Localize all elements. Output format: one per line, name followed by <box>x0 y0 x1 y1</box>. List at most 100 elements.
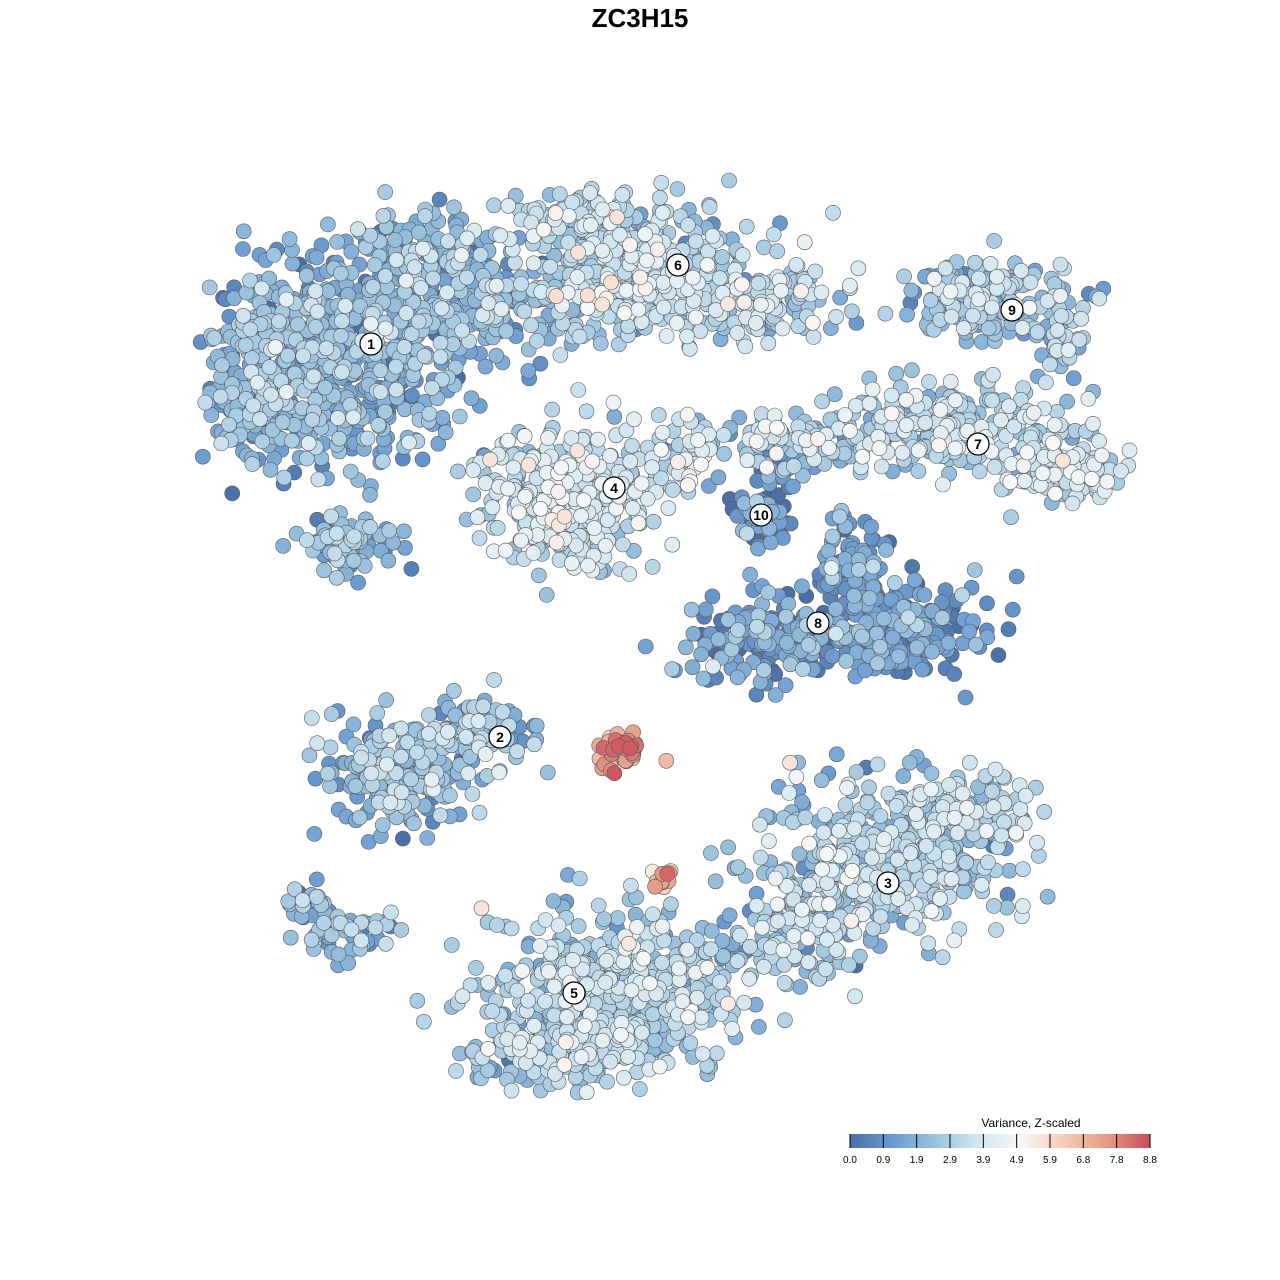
data-point <box>1022 274 1039 291</box>
data-point <box>244 350 260 366</box>
data-point <box>785 891 802 908</box>
data-point <box>351 809 368 826</box>
data-point <box>695 670 712 687</box>
data-point <box>910 463 927 479</box>
data-point <box>403 326 420 342</box>
data-point <box>434 409 451 426</box>
data-point <box>674 993 691 1010</box>
data-point <box>739 525 755 542</box>
data-point <box>760 335 777 352</box>
data-point <box>308 889 325 905</box>
data-point <box>332 265 349 282</box>
data-point <box>769 243 786 259</box>
data-point <box>663 896 679 913</box>
data-point <box>459 269 475 286</box>
data-point <box>464 786 481 802</box>
data-point <box>329 234 346 250</box>
data-point <box>440 233 456 250</box>
data-point <box>917 414 934 431</box>
data-point <box>984 783 1001 800</box>
data-point <box>863 518 879 535</box>
data-point <box>857 662 873 679</box>
data-point <box>377 184 394 200</box>
data-point <box>326 545 343 562</box>
data-point <box>414 240 431 257</box>
data-point <box>409 744 425 761</box>
data-point <box>846 820 863 837</box>
data-point <box>795 661 811 677</box>
data-point <box>888 798 905 814</box>
data-point <box>653 175 670 191</box>
data-point <box>489 520 506 536</box>
data-point <box>544 401 561 418</box>
data-point <box>489 917 505 933</box>
data-point <box>509 743 525 760</box>
data-point <box>570 918 587 934</box>
data-point <box>450 463 466 480</box>
data-point <box>779 635 795 651</box>
data-point <box>359 430 376 447</box>
data-point <box>224 485 240 502</box>
data-point <box>328 569 345 586</box>
data-point <box>306 826 323 842</box>
data-point <box>388 381 405 398</box>
data-point <box>720 839 736 856</box>
data-point <box>958 854 974 871</box>
data-point <box>213 435 230 452</box>
data-point <box>815 824 832 841</box>
data-point <box>590 897 607 914</box>
data-point <box>289 316 306 333</box>
data-point <box>410 313 427 330</box>
data-point <box>993 827 1010 844</box>
data-point <box>973 876 990 893</box>
data-point <box>417 208 433 224</box>
data-point <box>841 277 858 294</box>
data-point <box>363 765 380 782</box>
data-point <box>854 835 871 852</box>
data-point <box>693 1009 710 1026</box>
data-point <box>894 444 911 461</box>
data-point <box>477 475 494 491</box>
data-point <box>393 784 410 801</box>
data-point <box>624 437 640 454</box>
data-point <box>551 186 568 202</box>
data-point <box>965 307 981 324</box>
data-point <box>731 409 748 426</box>
data-point <box>694 1046 711 1062</box>
data-point <box>552 347 569 363</box>
data-point <box>379 756 395 773</box>
data-point <box>940 848 957 865</box>
data-point <box>957 689 974 706</box>
data-point <box>323 706 340 722</box>
data-point <box>470 713 487 729</box>
data-point <box>511 1034 528 1051</box>
data-point <box>505 459 522 476</box>
data-point <box>509 982 526 999</box>
data-point <box>954 587 970 604</box>
data-point <box>707 873 724 890</box>
data-point <box>730 859 746 876</box>
data-point <box>334 364 350 380</box>
data-point <box>800 637 817 653</box>
data-point <box>543 945 559 962</box>
data-point <box>817 807 833 823</box>
data-point <box>537 993 553 1010</box>
data-point <box>984 392 1001 409</box>
data-point <box>875 610 892 627</box>
data-point <box>307 319 324 335</box>
data-point <box>345 716 362 733</box>
data-point <box>212 388 229 405</box>
data-point <box>838 653 855 669</box>
data-point <box>644 459 660 476</box>
data-point <box>316 562 332 579</box>
data-point <box>801 877 818 893</box>
data-point <box>769 913 786 930</box>
data-point <box>406 259 423 276</box>
data-point <box>602 448 618 464</box>
data-point <box>330 410 346 426</box>
data-point <box>785 928 802 944</box>
data-point <box>1012 801 1029 817</box>
data-point <box>409 992 426 1009</box>
data-point <box>985 366 1001 383</box>
